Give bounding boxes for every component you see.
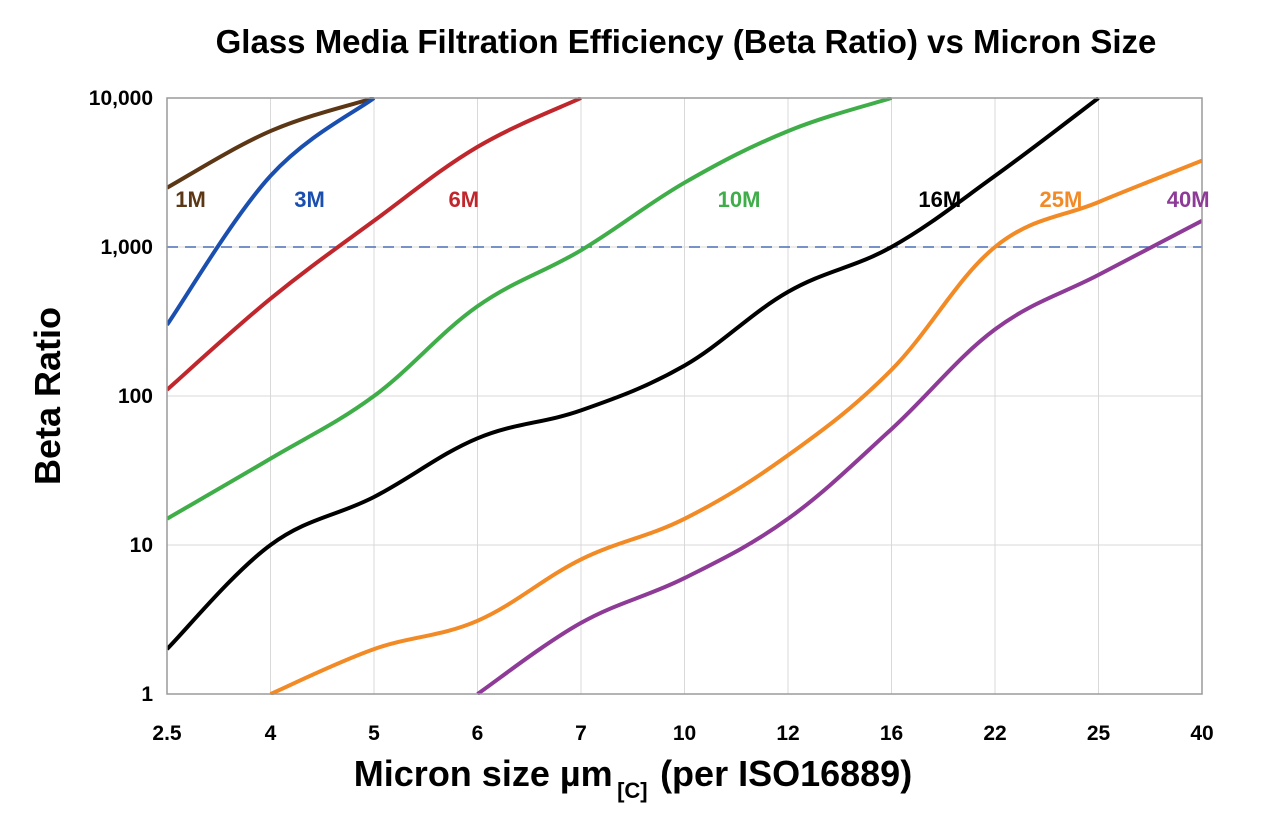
- series-label-1m: 1M: [175, 187, 206, 212]
- series-label-25m: 25M: [1040, 187, 1083, 212]
- series-line-10m: [167, 97, 893, 521]
- y-tick-label: 100: [118, 385, 153, 408]
- series-label-6m: 6M: [449, 187, 480, 212]
- y-tick-label: 10,000: [89, 87, 153, 110]
- x-tick-label: 5: [368, 722, 380, 745]
- series-line-25m: [269, 158, 1202, 695]
- series-label-10m: 10M: [718, 187, 761, 212]
- x-tick-label: 10: [673, 722, 696, 745]
- x-tick-label: 16: [880, 722, 903, 745]
- x-tick-label: 12: [776, 722, 799, 745]
- series-line-40m: [476, 219, 1202, 695]
- x-tick-labels: 2.5 4 5 6 7 10 12 16 22 25 40: [152, 722, 1213, 745]
- x-tick-label: 22: [983, 722, 1006, 745]
- x-tick-label: 7: [575, 722, 587, 745]
- y-tick-label: 10: [130, 534, 153, 557]
- x-axis-label-subscript: [C]: [617, 778, 648, 803]
- y-tick-labels: 1 10 100 1,000 10,000: [89, 87, 154, 706]
- x-tick-label: 40: [1190, 722, 1213, 745]
- series-labels: 1M 3M 6M 10M 16M 25M 40M: [175, 187, 1209, 212]
- series-line-3m: [167, 97, 376, 327]
- y-axis-label: Beta Ratio: [27, 307, 68, 485]
- series-group: [167, 97, 1202, 695]
- chart-title: Glass Media Filtration Efficiency (Beta …: [216, 23, 1157, 60]
- y-tick-label: 1: [141, 683, 153, 706]
- x-tick-label: 6: [472, 722, 484, 745]
- x-axis-label: Micron size µm [C] (per ISO16889): [354, 753, 912, 803]
- series-label-3m: 3M: [294, 187, 325, 212]
- x-tick-label: 4: [265, 722, 277, 745]
- x-tick-label: 2.5: [152, 722, 182, 745]
- x-axis-label-main: Micron size µm: [354, 753, 613, 794]
- x-axis-label-tail: (per ISO16889): [660, 753, 912, 794]
- series-line-6m: [167, 97, 582, 392]
- y-tick-label: 1,000: [100, 236, 153, 259]
- x-tick-label: 25: [1087, 722, 1111, 745]
- series-label-40m: 40M: [1167, 187, 1210, 212]
- series-line-1m: [167, 97, 375, 190]
- series-label-16m: 16M: [918, 187, 961, 212]
- series-line-16m: [167, 97, 1100, 651]
- plot-frame: [166, 97, 1203, 695]
